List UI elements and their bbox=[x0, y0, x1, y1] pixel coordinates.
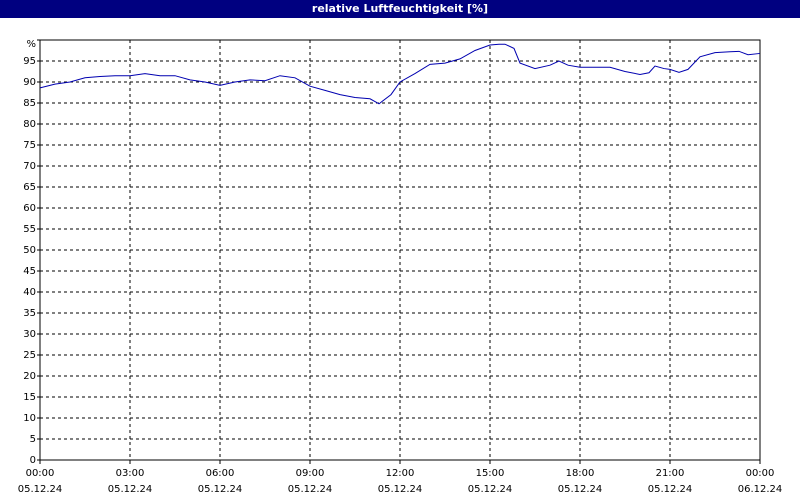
y-tick-label: 90 bbox=[23, 77, 36, 88]
y-tick-label: 35 bbox=[23, 308, 36, 319]
x-tick-date: 05.12.24 bbox=[558, 484, 603, 495]
x-tick-label: 12:00 bbox=[386, 468, 415, 479]
x-tick-date: 05.12.24 bbox=[378, 484, 423, 495]
x-tick-label: 06:00 bbox=[206, 468, 235, 479]
x-tick-date: 05.12.24 bbox=[18, 484, 63, 495]
x-tick-date: 05.12.24 bbox=[468, 484, 513, 495]
y-tick-label: 5 bbox=[30, 434, 36, 445]
x-tick-label: 21:00 bbox=[656, 468, 685, 479]
y-tick-label: 55 bbox=[23, 224, 36, 235]
y-tick-label: 15 bbox=[23, 392, 36, 403]
y-tick-label: 20 bbox=[23, 371, 36, 382]
x-tick-date: 05.12.24 bbox=[198, 484, 243, 495]
y-tick-label: 65 bbox=[23, 182, 36, 193]
y-tick-label: 60 bbox=[23, 203, 36, 214]
x-tick-label: 18:00 bbox=[566, 468, 595, 479]
x-tick-label: 00:00 bbox=[26, 468, 55, 479]
y-tick-label: 25 bbox=[23, 350, 36, 361]
y-tick-label: 95 bbox=[23, 56, 36, 67]
x-tick-date: 05.12.24 bbox=[288, 484, 333, 495]
x-tick-date: 06.12.24 bbox=[738, 484, 783, 495]
y-tick-label: 75 bbox=[23, 140, 36, 151]
y-tick-label: 45 bbox=[23, 266, 36, 277]
x-tick-label: 03:00 bbox=[116, 468, 145, 479]
x-tick-date: 05.12.24 bbox=[648, 484, 693, 495]
y-tick-label: 10 bbox=[23, 413, 36, 424]
y-tick-label: 85 bbox=[23, 98, 36, 109]
y-tick-label: 50 bbox=[23, 245, 36, 256]
y-tick-label: 80 bbox=[23, 119, 36, 130]
y-tick-label: 70 bbox=[23, 161, 36, 172]
title-bar bbox=[0, 0, 800, 18]
chart-title: relative Luftfeuchtigkeit [%] bbox=[312, 2, 488, 15]
x-tick-date: 05.12.24 bbox=[108, 484, 153, 495]
y-tick-label: 0 bbox=[30, 455, 36, 466]
x-tick-label: 00:00 bbox=[746, 468, 775, 479]
data-line bbox=[39, 43, 761, 105]
y-tick-label: 40 bbox=[23, 287, 36, 298]
x-tick-label: 15:00 bbox=[476, 468, 505, 479]
x-tick-label: 09:00 bbox=[296, 468, 325, 479]
y-tick-label: 30 bbox=[23, 329, 36, 340]
y-tick-label: % bbox=[26, 39, 36, 50]
